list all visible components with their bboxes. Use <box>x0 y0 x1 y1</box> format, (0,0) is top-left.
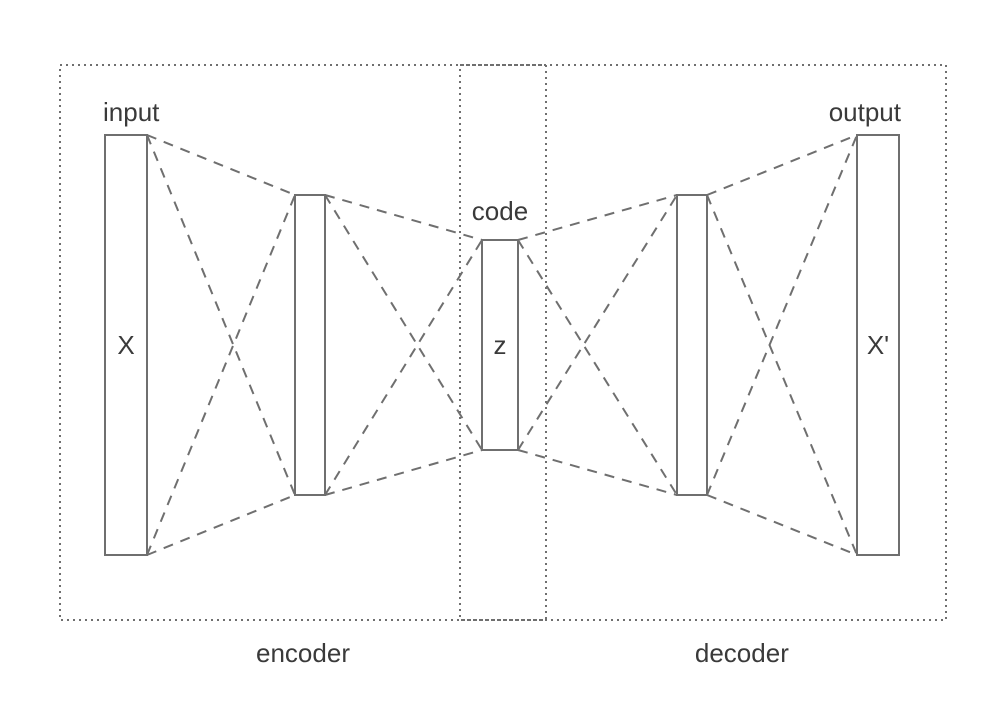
encoder-label: encoder <box>256 638 350 668</box>
connection-line <box>147 495 295 555</box>
connection-line <box>707 195 857 555</box>
decoder-label: decoder <box>695 638 789 668</box>
connection-line <box>707 135 857 195</box>
connection-line <box>707 495 857 555</box>
connection-line <box>147 135 295 195</box>
connection-line <box>707 135 857 495</box>
input-label: input <box>103 97 160 127</box>
layer-L2 <box>295 195 325 495</box>
x-label: X <box>117 330 134 360</box>
connection-line <box>325 240 482 495</box>
connection-line <box>325 195 482 450</box>
autoencoder-diagram: input output code encoder decoder X z X' <box>0 0 1000 710</box>
code-label: code <box>472 196 528 226</box>
z-label: z <box>494 330 507 360</box>
layer-L4 <box>677 195 707 495</box>
connection-line <box>147 135 295 495</box>
xprime-label: X' <box>867 330 889 360</box>
output-label: output <box>829 97 902 127</box>
connection-line <box>147 195 295 555</box>
